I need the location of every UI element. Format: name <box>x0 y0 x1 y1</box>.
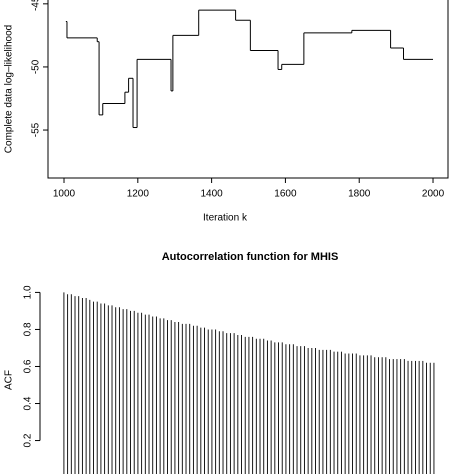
x-axis-label: Iteration k <box>203 213 248 224</box>
x-tick-label: 1800 <box>348 189 371 200</box>
x-tick-label: 1600 <box>274 189 297 200</box>
chart-title: Autocorrelation function for MHIS <box>162 251 339 263</box>
plot-frame <box>47 0 449 179</box>
y-tick-label: 0.2 <box>23 433 34 447</box>
x-tick-label: 1000 <box>53 189 76 200</box>
y-tick-label: -50 <box>31 59 42 74</box>
y-axis-label: Complete data log–likelihood <box>4 25 15 153</box>
y-tick-label: 0.8 <box>23 322 34 336</box>
x-tick-label: 1400 <box>200 189 223 200</box>
y-tick-label: -45 <box>31 0 42 11</box>
y-tick-label: -55 <box>31 122 42 137</box>
x-tick-label: 1200 <box>127 189 150 200</box>
y-tick-label: 0.4 <box>23 396 34 410</box>
y-tick-label: 0.6 <box>23 359 34 373</box>
y-axis-label: ACF <box>4 370 15 390</box>
y-tick-label: 1.0 <box>23 285 34 299</box>
x-tick-label: 2000 <box>422 189 445 200</box>
